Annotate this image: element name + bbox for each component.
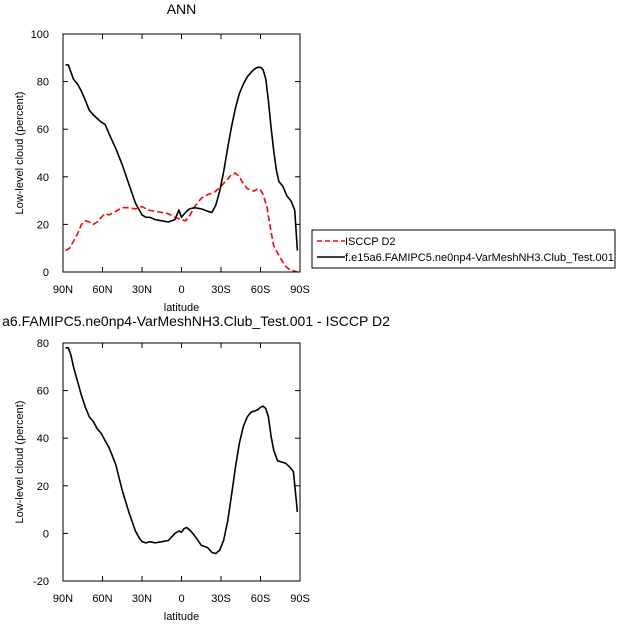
y-tick-label: 60 — [37, 124, 49, 136]
y-axis-ticks: -20 0 20 40 60 80 — [33, 338, 300, 588]
y-tick-label: 80 — [37, 77, 49, 89]
x-axis-label: latitude — [164, 611, 199, 623]
panel-difference: a6.FAMIPC5.ne0np4-VarMeshNH3.Club_Test.0… — [2, 313, 390, 623]
x-tick-label: 60N — [92, 284, 112, 296]
y-tick-label: 0 — [43, 267, 49, 279]
legend-label-model: f.e15a6.FAMIPC5.ne0np4-VarMeshNH3.Club_T… — [345, 252, 614, 264]
series-line-0 — [65, 172, 298, 273]
plot-frame — [62, 33, 301, 273]
plot-series — [65, 64, 299, 273]
x-tick-label: 90S — [290, 284, 310, 296]
y-tick-label: 40 — [37, 172, 49, 184]
x-tick-label: 30S — [211, 284, 231, 296]
series-line-1 — [65, 64, 299, 251]
y-axis-label: Low-level cloud (percent) — [14, 92, 26, 215]
x-tick-label: 30N — [132, 593, 152, 605]
plot-frame — [62, 342, 301, 582]
x-axis-ticks: 90N 60N 30N 0 30S 60S 90S — [53, 34, 310, 296]
y-tick-label: 20 — [37, 481, 49, 493]
panel-annual: ANN 0 20 40 60 80 100 90N 60N 30N 0 30S 60S 90S lat… — [14, 1, 310, 314]
chart-title: a6.FAMIPC5.ne0np4-VarMeshNH3.Club_Test.0… — [2, 313, 390, 329]
series-line-0 — [65, 346, 299, 555]
y-tick-label: 100 — [31, 29, 49, 41]
y-tick-label: 60 — [37, 386, 49, 398]
x-axis-label: latitude — [164, 302, 199, 314]
legend: ISCCP D2 f.e15a6.FAMIPC5.ne0np4-VarMeshN… — [311, 229, 616, 269]
x-tick-label: 60S — [251, 593, 271, 605]
x-tick-label: 0 — [178, 284, 184, 296]
x-tick-label: 60S — [251, 284, 271, 296]
y-tick-label: 0 — [43, 528, 49, 540]
x-tick-label: 60N — [92, 593, 112, 605]
plot-series — [65, 346, 299, 555]
y-tick-label: 20 — [37, 219, 49, 231]
y-tick-label: -20 — [33, 576, 49, 588]
x-tick-label: 30S — [211, 593, 231, 605]
x-axis-ticks: 90N 60N 30N 0 30S 60S 90S — [53, 343, 310, 605]
x-tick-label: 0 — [178, 593, 184, 605]
y-axis-label: Low-level cloud (percent) — [14, 401, 26, 524]
x-tick-label: 90N — [53, 284, 73, 296]
y-tick-label: 80 — [37, 338, 49, 350]
y-axis-ticks: 0 20 40 60 80 100 — [31, 29, 300, 279]
legend-label-isccp: ISCCP D2 — [345, 236, 396, 248]
x-tick-label: 90N — [53, 593, 73, 605]
y-tick-label: 40 — [37, 433, 49, 445]
chart-title: ANN — [167, 1, 197, 17]
x-tick-label: 30N — [132, 284, 152, 296]
x-tick-label: 90S — [290, 593, 310, 605]
legend-box — [311, 229, 616, 269]
